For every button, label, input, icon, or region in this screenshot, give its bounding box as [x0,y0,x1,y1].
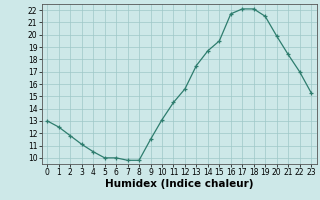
X-axis label: Humidex (Indice chaleur): Humidex (Indice chaleur) [105,179,253,189]
